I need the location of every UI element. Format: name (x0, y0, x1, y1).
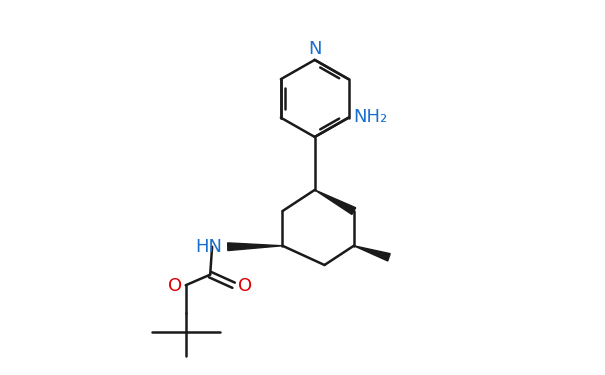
Text: N: N (308, 40, 321, 58)
Text: O: O (238, 277, 252, 295)
Polygon shape (227, 243, 283, 250)
Text: O: O (168, 277, 182, 295)
Text: NH₂: NH₂ (353, 108, 388, 126)
Text: HN: HN (195, 238, 222, 256)
Polygon shape (354, 246, 390, 261)
Polygon shape (315, 190, 356, 214)
